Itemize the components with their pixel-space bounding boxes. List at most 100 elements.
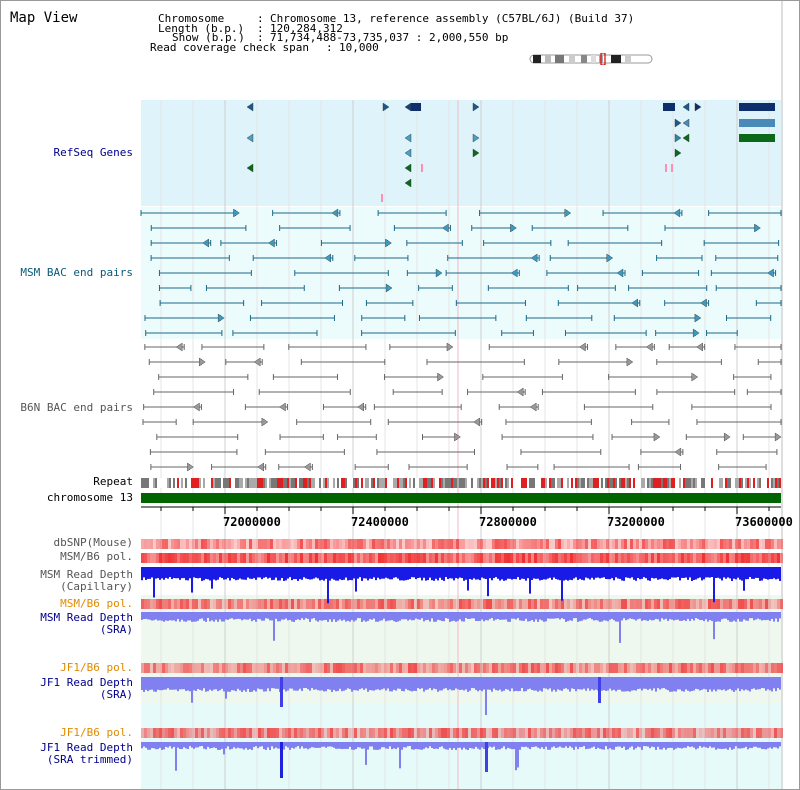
msm-depth-sra-bar	[267, 612, 269, 619]
track-label-msm-bac[interactable]: MSM BAC end pairs	[20, 266, 133, 279]
msm-depth-sra-bar	[531, 612, 533, 621]
msm-depth-capillary-bar	[471, 567, 473, 580]
jf1-depth-trimmed-bar	[661, 742, 663, 750]
msm-depth-sra-bar	[567, 612, 569, 622]
msm-b6-pol-strip-sra	[234, 599, 237, 609]
jf1-depth-sra-bar	[357, 677, 359, 691]
msm-depth-capillary-bar	[217, 567, 219, 580]
track-label-jf1-b6-pol-2[interactable]: JF1/B6 pol.	[60, 726, 133, 739]
jf1-b6-pol-strip	[498, 663, 501, 673]
dbsnp-strip	[483, 539, 486, 549]
track-label-dbsnp[interactable]: dbSNP(Mouse)	[53, 536, 133, 549]
msm-depth-capillary-bar	[691, 567, 693, 581]
track-label-msm-depth-sra[interactable]: MSM Read Depth	[40, 611, 133, 624]
jf1-b6-pol-strip	[165, 663, 168, 673]
jf1-b6-pol-strip	[771, 663, 774, 673]
msm-depth-capillary-bar	[197, 567, 199, 579]
jf1-b6-pol-strip-trimmed	[774, 728, 777, 738]
msm-depth-sra-bar	[191, 612, 193, 622]
jf1-b6-pol-strip	[504, 663, 507, 673]
jf1-b6-pol-strip	[453, 663, 456, 673]
jf1-b6-pol-strip	[354, 663, 357, 673]
repeat-segment	[721, 478, 723, 488]
track-label-msm-b6-pol-1[interactable]: MSM/B6 pol.	[60, 550, 133, 563]
msm-depth-sra-bar	[279, 612, 281, 622]
jf1-depth-trimmed-bar	[331, 742, 333, 747]
jf1-depth-sra-bar	[759, 677, 761, 690]
msm-b6-pol-strip	[225, 553, 228, 563]
jf1-depth-sra-bar	[779, 677, 781, 690]
track-label-msm-b6-pol-2[interactable]: MSM/B6 pol.	[60, 597, 133, 610]
track-label-jf1-depth-trimmed[interactable]: JF1 Read Depth	[40, 741, 133, 754]
msm-depth-sra-bar	[425, 612, 427, 621]
repeat-segment	[403, 478, 405, 488]
jf1-b6-pol-strip-trimmed	[561, 728, 564, 738]
jf1-depth-trimmed-bar	[677, 742, 679, 748]
jf1-b6-pol-strip-trimmed	[621, 728, 624, 738]
repeat-segment	[205, 478, 207, 488]
jf1-b6-pol-strip	[312, 663, 315, 673]
msm-depth-sra-bar	[141, 612, 143, 620]
jf1-depth-sra-bar	[659, 677, 661, 690]
jf1-depth-trimmed-bar	[475, 742, 477, 747]
track-label-jf1-depth-sra[interactable]: JF1 Read Depth	[40, 676, 133, 689]
bac-end-icon	[187, 462, 194, 472]
repeat-segment	[493, 478, 495, 488]
msm-b6-pol-strip-sra	[372, 599, 375, 609]
msm-depth-sra-bar	[685, 612, 687, 621]
repeat-segment	[247, 478, 249, 488]
jf1-b6-pol-strip	[735, 663, 738, 673]
dbsnp-strip	[579, 539, 582, 549]
jf1-depth-trimmed-bar	[593, 742, 595, 747]
repeat-segment	[563, 478, 565, 488]
msm-depth-capillary-bar	[265, 567, 267, 578]
track-label-b6n-bac[interactable]: B6N BAC end pairs	[20, 401, 133, 414]
jf1-b6-pol-strip	[180, 663, 183, 673]
msm-b6-pol-strip-sra	[453, 599, 456, 609]
dbsnp-strip	[156, 539, 159, 549]
msm-b6-pol-strip	[360, 553, 363, 563]
msm-b6-pol-strip-sra	[567, 599, 570, 609]
jf1-depth-sra-bar	[205, 677, 207, 692]
msm-depth-capillary-bar	[221, 567, 223, 579]
repeat-segment	[235, 478, 237, 488]
msm-depth-sra-bar	[593, 612, 595, 621]
jf1-depth-trimmed-bar	[533, 742, 535, 747]
bac-end-icon	[279, 402, 286, 412]
msm-depth-sra-bar	[207, 612, 209, 619]
jf1-b6-pol-strip-trimmed	[672, 728, 675, 738]
msm-b6-pol-strip-sra	[204, 599, 207, 609]
msm-b6-pol-strip	[537, 553, 540, 563]
track-label-chromosome[interactable]: chromosome 13	[46, 491, 133, 504]
jf1-depth-trimmed-bar	[729, 742, 731, 748]
chromosome-ideogram-icon[interactable]	[529, 53, 655, 65]
jf1-depth-trimmed-bar	[147, 742, 149, 750]
repeat-segment	[217, 478, 219, 488]
track-label-refseq[interactable]: RefSeq Genes	[53, 146, 133, 159]
depth-spike	[280, 677, 283, 707]
dbsnp-strip	[303, 539, 306, 549]
jf1-b6-pol-strip-trimmed	[414, 728, 417, 738]
msm-b6-pol-strip-sra	[162, 599, 165, 609]
track-label-msm-depth-capillary[interactable]: MSM Read Depth	[40, 568, 133, 581]
jf1-b6-pol-strip	[510, 663, 513, 673]
gene-marker	[671, 164, 673, 172]
jf1-depth-sra-bar	[497, 677, 499, 691]
jf1-b6-pol-strip-trimmed	[597, 728, 600, 738]
msm-b6-pol-strip-sra	[540, 599, 543, 609]
msm-b6-pol-strip	[612, 553, 615, 563]
track-label-jf1-b6-pol-1[interactable]: JF1/B6 pol.	[60, 661, 133, 674]
jf1-depth-trimmed-bar	[405, 742, 407, 748]
jf1-b6-pol-strip	[525, 663, 528, 673]
jf1-b6-pol-strip	[366, 663, 369, 673]
msm-b6-pol-strip-sra	[294, 599, 297, 609]
repeat-segment	[735, 478, 737, 488]
dbsnp-strip	[666, 539, 669, 549]
track-label-repeat[interactable]: Repeat	[93, 475, 133, 488]
dbsnp-strip	[471, 539, 474, 549]
msm-b6-pol-strip-sra	[279, 599, 282, 609]
jf1-b6-pol-strip-trimmed	[693, 728, 696, 738]
jf1-depth-trimmed-bar	[615, 742, 617, 747]
repeat-segment	[611, 478, 613, 488]
